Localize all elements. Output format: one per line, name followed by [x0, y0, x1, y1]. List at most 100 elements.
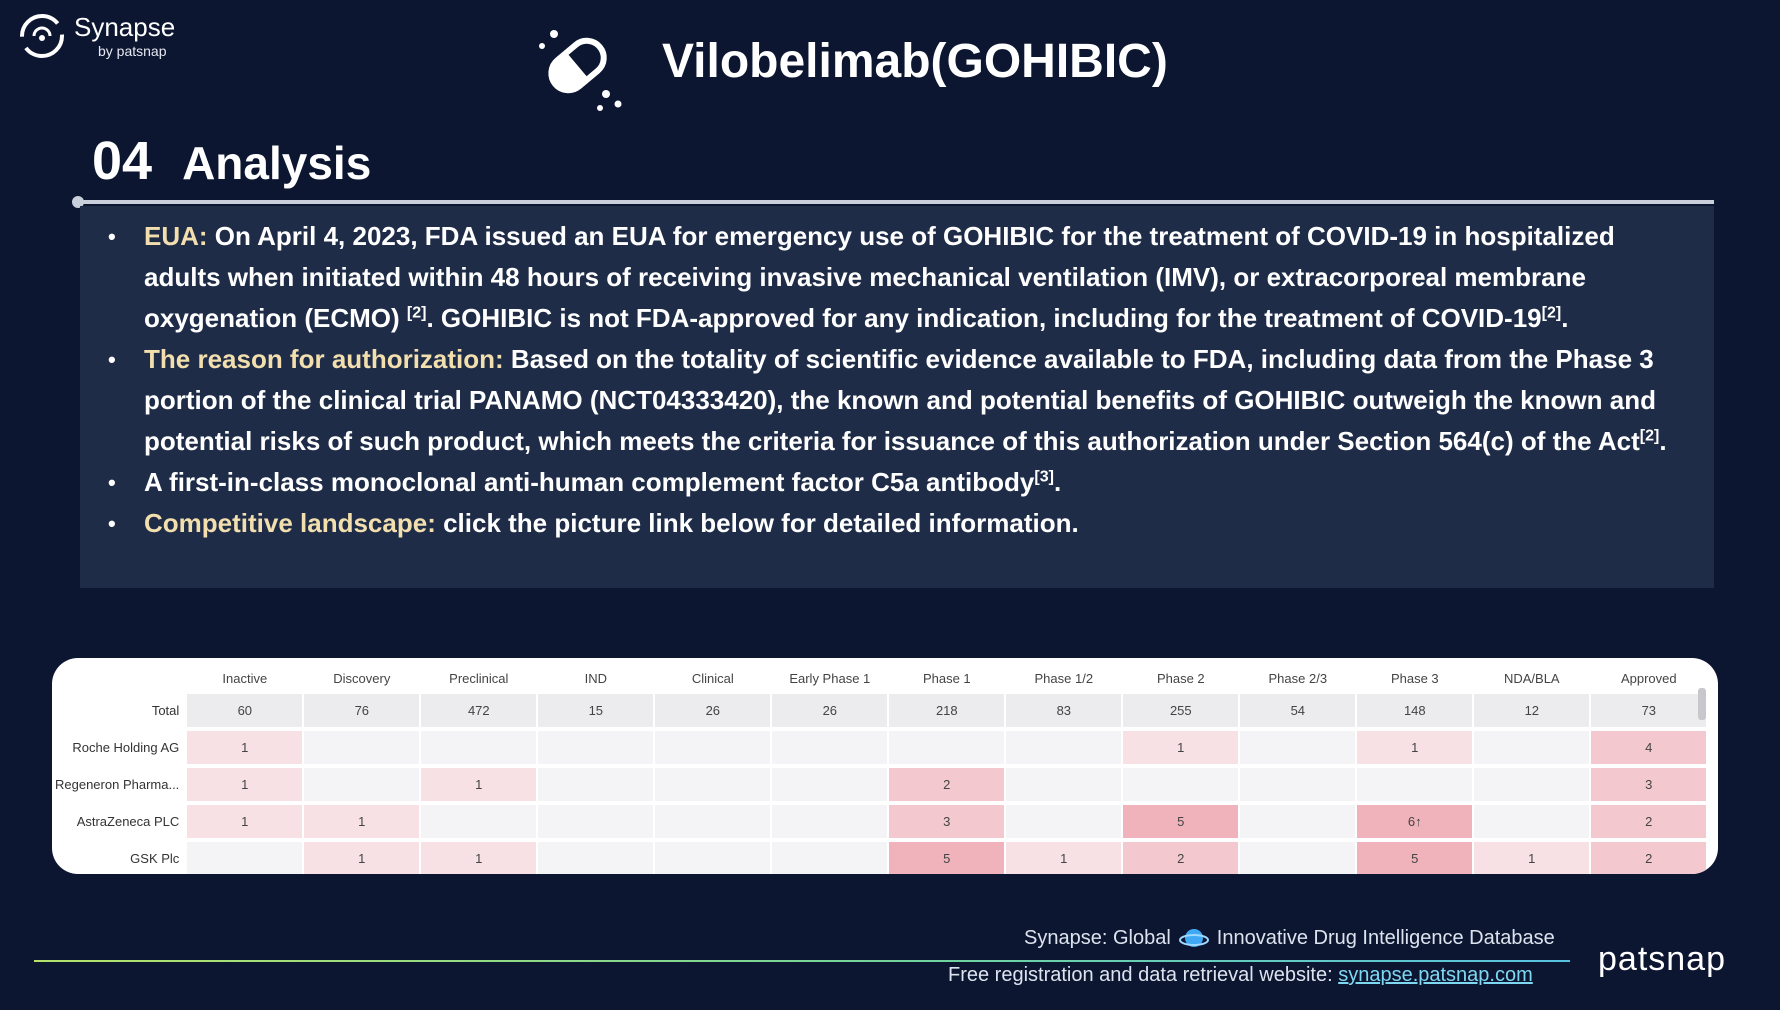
table-cell: 15	[538, 694, 653, 727]
footer-tagline: Synapse: Global Innovative Drug Intellig…	[1024, 924, 1555, 952]
section-heading: 04 Analysis	[92, 130, 371, 192]
column-header: Preclinical	[421, 666, 536, 690]
bullet-text: A first-in-class monoclonal anti-human c…	[144, 467, 1034, 497]
table-cell	[772, 768, 887, 801]
heading-divider	[76, 200, 1714, 204]
table-cell	[1240, 842, 1355, 874]
column-header: NDA/BLA	[1474, 666, 1589, 690]
synapse-logo-icon	[18, 12, 66, 60]
reference: [3]	[1034, 468, 1054, 485]
table-cell	[655, 842, 770, 874]
table-cell: 1	[421, 768, 536, 801]
table-cell: 1	[304, 805, 419, 838]
bullet-tail: .	[1054, 467, 1061, 497]
table-cell: 60	[187, 694, 302, 727]
table-cell: 1	[304, 842, 419, 874]
table-row: GSK Plc11512512	[54, 842, 1706, 874]
column-header: Phase 1/2	[1006, 666, 1121, 690]
table-cell	[1474, 805, 1589, 838]
total-row: Total607647215262621883255541481273	[54, 694, 1706, 727]
table-cell	[538, 731, 653, 764]
table-cell	[1006, 768, 1121, 801]
bullet-text: click the picture link below for detaile…	[436, 508, 1079, 538]
column-header: Inactive	[187, 666, 302, 690]
table-cell: 6↑	[1357, 805, 1472, 838]
competitive-landscape-table-link[interactable]: InactiveDiscoveryPreclinicalINDClinicalE…	[52, 658, 1718, 874]
brand-by: by patsnap	[98, 44, 175, 58]
row-label: AstraZeneca PLC	[54, 805, 185, 838]
bullet-mechanism: A first-in-class monoclonal anti-human c…	[94, 462, 1694, 503]
table-row: Roche Holding AG1114	[54, 731, 1706, 764]
table-cell: 26	[655, 694, 770, 727]
table-cell	[655, 731, 770, 764]
column-header: Phase 3	[1357, 666, 1472, 690]
table-cell: 5	[1357, 842, 1472, 874]
page-title: Vilobelimab(GOHIBIC)	[662, 34, 1168, 89]
table-cell	[1240, 805, 1355, 838]
table-cell: 5	[889, 842, 1004, 874]
table-cell: 1	[1474, 842, 1589, 874]
section-title: Analysis	[182, 136, 371, 190]
table-cell	[1357, 768, 1472, 801]
bullet-authorization-reason: The reason for authorization: Based on t…	[94, 339, 1694, 462]
bullet-label: Competitive landscape:	[144, 508, 436, 538]
table-cell: 1	[1357, 731, 1472, 764]
bullet-text: . GOHIBIC is not FDA-approved for any in…	[426, 303, 1541, 333]
bullet-tail: .	[1659, 426, 1666, 456]
column-header: Phase 2	[1123, 666, 1238, 690]
row-label: Roche Holding AG	[54, 731, 185, 764]
column-header: Early Phase 1	[772, 666, 887, 690]
table-cell: 1	[1006, 842, 1121, 874]
reference: [2]	[1542, 304, 1562, 321]
column-header: Phase 2/3	[1240, 666, 1355, 690]
table-cell: 3	[1591, 768, 1706, 801]
footer-tagline-post: Innovative Drug Intelligence Database	[1217, 927, 1555, 950]
table-cell	[772, 805, 887, 838]
synapse-website-link[interactable]: synapse.patsnap.com	[1338, 964, 1533, 986]
table-cell: 4	[1591, 731, 1706, 764]
table-cell	[538, 768, 653, 801]
table-cell: 218	[889, 694, 1004, 727]
table-cell	[538, 805, 653, 838]
column-header: Approved	[1591, 666, 1706, 690]
reference: [2]	[407, 304, 427, 321]
table-cell	[889, 731, 1004, 764]
table-cell: 54	[1240, 694, 1355, 727]
table-cell: 1	[187, 805, 302, 838]
column-header: Phase 1	[889, 666, 1004, 690]
table-scrollbar[interactable]	[1698, 688, 1706, 720]
table-row: AstraZeneca PLC11356↑2	[54, 805, 1706, 838]
row-label: GSK Plc	[54, 842, 185, 874]
table-cell: 1	[1123, 731, 1238, 764]
table-cell: 472	[421, 694, 536, 727]
bullet-eua: EUA: On April 4, 2023, FDA issued an EUA…	[94, 216, 1694, 339]
table-cell	[655, 768, 770, 801]
table-cell	[1474, 768, 1589, 801]
table-cell: 76	[304, 694, 419, 727]
table-corner	[54, 666, 185, 690]
table-cell: 1	[187, 768, 302, 801]
table-cell	[538, 842, 653, 874]
table-cell: 83	[1006, 694, 1121, 727]
table-row: Regeneron Pharma...1123	[54, 768, 1706, 801]
section-number: 04	[92, 130, 152, 192]
brand: Synapse by patsnap	[18, 12, 175, 60]
footer-registration: Free registration and data retrieval web…	[948, 964, 1533, 987]
table-cell	[1123, 768, 1238, 801]
bullet-label: EUA:	[144, 221, 208, 251]
footer-tagline-pre: Synapse: Global	[1024, 927, 1171, 950]
analysis-box: EUA: On April 4, 2023, FDA issued an EUA…	[80, 206, 1714, 588]
table-cell: 1	[421, 842, 536, 874]
row-label: Regeneron Pharma...	[54, 768, 185, 801]
table-cell: 5	[1123, 805, 1238, 838]
footer-registration-label: Free registration and data retrieval web…	[948, 964, 1333, 986]
table-cell: 148	[1357, 694, 1472, 727]
table-cell: 2	[1123, 842, 1238, 874]
row-label: Total	[54, 694, 185, 727]
column-header: IND	[538, 666, 653, 690]
column-header: Discovery	[304, 666, 419, 690]
table-cell: 2	[889, 768, 1004, 801]
table-cell	[304, 731, 419, 764]
reference: [2]	[1640, 427, 1660, 444]
